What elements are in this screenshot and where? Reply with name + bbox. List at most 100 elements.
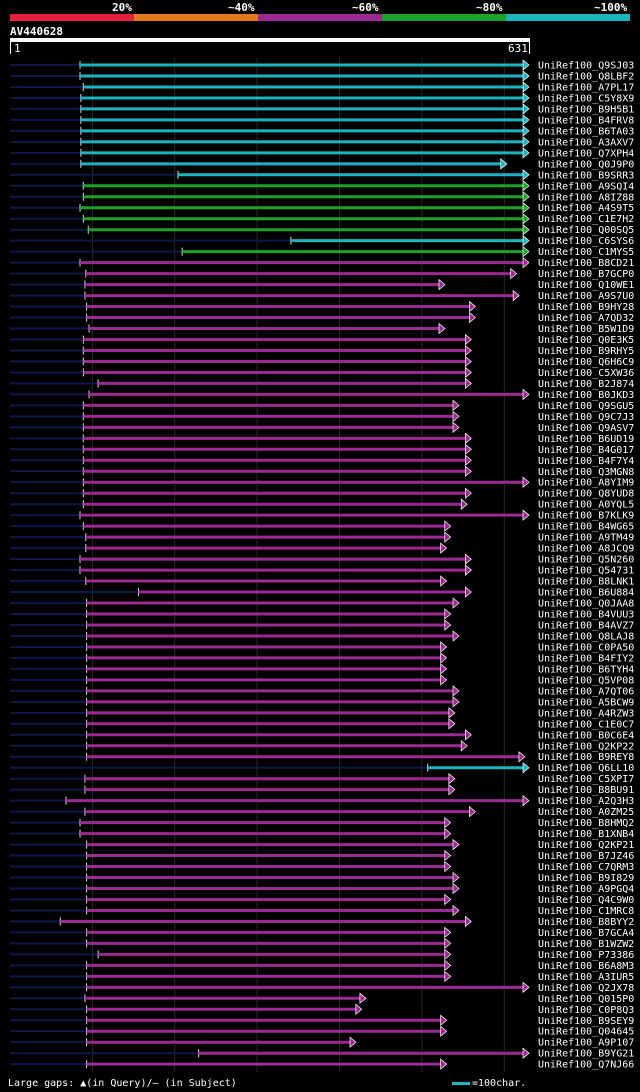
hit-row[interactable]: UniRef100_C7QRM3 [10, 860, 634, 874]
hit-name-label[interactable]: UniRef100_Q00SQ5 [538, 225, 634, 236]
hit-name-label[interactable]: UniRef100_B6TA03 [538, 126, 634, 137]
hit-name-label[interactable]: UniRef100_A7QD32 [538, 313, 634, 324]
hit-row[interactable]: UniRef100_A0YQL5 [10, 498, 634, 511]
hit-row[interactable]: UniRef100_B4G017 [10, 443, 634, 456]
hit-name-label[interactable]: UniRef100_Q7XPH4 [538, 148, 634, 159]
hit-row[interactable]: UniRef100_B4FRV8 [10, 114, 634, 127]
hit-name-label[interactable]: UniRef100_A8IZ88 [538, 192, 634, 203]
hit-name-label[interactable]: UniRef100_Q6LL10 [538, 763, 634, 774]
hit-name-label[interactable]: UniRef100_B1WZW2 [538, 939, 634, 950]
hit-name-label[interactable]: UniRef100_B2J874 [538, 379, 634, 390]
hit-row[interactable]: UniRef100_A8JCQ9 [10, 542, 634, 555]
hit-row[interactable]: UniRef100_B6A8M3 [10, 959, 634, 972]
hit-row[interactable]: UniRef100_B7KLK9 [10, 509, 634, 522]
hit-name-label[interactable]: UniRef100_Q2KP22 [538, 741, 634, 752]
hit-row[interactable]: UniRef100_B8CD21 [10, 256, 634, 270]
hit-name-label[interactable]: UniRef100_Q0J9P0 [538, 159, 634, 170]
hit-row[interactable]: UniRef100_Q0E3K5 [10, 333, 634, 347]
hit-name-label[interactable]: UniRef100_B5W1D9 [538, 324, 634, 335]
hit-row[interactable]: UniRef100_Q04645 [10, 1025, 634, 1038]
hit-name-label[interactable]: UniRef100_B7KLK9 [538, 511, 634, 522]
hit-row[interactable]: UniRef100_B9SEY9 [10, 1014, 634, 1027]
hit-row[interactable]: UniRef100_B9YG21 [10, 1047, 634, 1060]
hit-name-label[interactable]: UniRef100_Q2JX78 [538, 983, 634, 994]
hit-name-label[interactable]: UniRef100_Q8YUD8 [538, 489, 634, 500]
hit-name-label[interactable]: UniRef100_A4S9T5 [538, 203, 634, 214]
hit-row[interactable]: UniRef100_Q6H6C9 [10, 355, 634, 368]
hit-name-label[interactable]: UniRef100_Q9ASV7 [538, 423, 634, 434]
hit-row[interactable]: UniRef100_Q10WE1 [10, 278, 634, 292]
hit-row[interactable]: UniRef100_B4FIY2 [10, 652, 634, 665]
hit-name-label[interactable]: UniRef100_B0JKD3 [538, 390, 634, 401]
hit-name-label[interactable]: UniRef100_C7QRM3 [538, 862, 634, 873]
hit-row[interactable]: UniRef100_B9I829 [10, 871, 634, 885]
hit-name-label[interactable]: UniRef100_Q4C9W0 [538, 895, 634, 906]
hit-name-label[interactable]: UniRef100_A9PGQ4 [538, 884, 634, 895]
hit-name-label[interactable]: UniRef100_Q2KP21 [538, 840, 634, 851]
hit-row[interactable]: UniRef100_B7GCA4 [10, 926, 634, 939]
hit-name-label[interactable]: UniRef100_Q5VP08 [538, 675, 634, 686]
hit-row[interactable]: UniRef100_B1WZW2 [10, 937, 634, 950]
hit-row[interactable]: UniRef100_Q6LL10 [10, 761, 634, 775]
hit-name-label[interactable]: UniRef100_A3AXV7 [538, 137, 634, 148]
hit-row[interactable]: UniRef100_C1MYS5 [10, 245, 634, 259]
hit-row[interactable]: UniRef100_A4RZW3 [10, 707, 634, 720]
hit-row[interactable]: UniRef100_C1E0C7 [10, 718, 634, 731]
hit-row[interactable]: UniRef100_C0P8Q3 [10, 1003, 634, 1016]
hit-name-label[interactable]: UniRef100_C0PA50 [538, 642, 634, 653]
hit-name-label[interactable]: UniRef100_B4WG65 [538, 522, 634, 533]
hit-row[interactable]: UniRef100_B6UD19 [10, 432, 634, 445]
hit-row[interactable]: UniRef100_A7QT06 [10, 685, 634, 698]
hit-name-label[interactable]: UniRef100_B4FIY2 [538, 653, 634, 664]
hit-name-label[interactable]: UniRef100_P73386 [538, 950, 634, 961]
hit-row[interactable]: UniRef100_Q9SJ03 [10, 59, 634, 72]
hit-row[interactable]: UniRef100_B9SRR3 [10, 169, 634, 182]
hit-row[interactable]: UniRef100_A2Q3H3 [10, 794, 634, 808]
hit-row[interactable]: UniRef100_B4VUU3 [10, 608, 634, 621]
hit-name-label[interactable]: UniRef100_Q0E3K5 [538, 335, 634, 346]
hit-row[interactable]: UniRef100_Q3MGN8 [10, 465, 634, 478]
hit-name-label[interactable]: UniRef100_A0ZM25 [538, 807, 634, 818]
hit-name-label[interactable]: UniRef100_Q8LAJ8 [538, 631, 634, 642]
hit-row[interactable]: UniRef100_Q015P0 [10, 992, 634, 1005]
hit-name-label[interactable]: UniRef100_A3IUR5 [538, 972, 634, 983]
hit-name-label[interactable]: UniRef100_C5XPI7 [538, 774, 634, 785]
hit-name-label[interactable]: UniRef100_B6TYH4 [538, 664, 634, 675]
hit-name-label[interactable]: UniRef100_C1MYS5 [538, 247, 634, 258]
hit-row[interactable]: UniRef100_B1XNB4 [10, 827, 634, 841]
hit-name-label[interactable]: UniRef100_A7PL17 [538, 82, 634, 93]
hit-row[interactable]: UniRef100_B8LNK1 [10, 575, 634, 588]
hit-row[interactable]: UniRef100_A7PL17 [10, 81, 634, 94]
hit-row[interactable]: UniRef100_C5Y8X9 [10, 92, 634, 105]
hit-row[interactable]: UniRef100_C1E7H2 [10, 212, 634, 226]
hit-row[interactable]: UniRef100_B9HY28 [10, 300, 634, 314]
hit-name-label[interactable]: UniRef100_Q9SGU5 [538, 401, 634, 412]
hit-name-label[interactable]: UniRef100_B1XNB4 [538, 829, 634, 840]
hit-name-label[interactable]: UniRef100_B4AVZ7 [538, 620, 634, 631]
hit-row[interactable]: UniRef100_B8BYY2 [10, 915, 634, 928]
hit-name-label[interactable]: UniRef100_A7QT06 [538, 686, 634, 697]
hit-row[interactable]: UniRef100_A9SQI4 [10, 180, 634, 193]
hit-name-label[interactable]: UniRef100_B8BU91 [538, 785, 634, 796]
hit-name-label[interactable]: UniRef100_Q9SJ03 [538, 61, 634, 72]
hit-name-label[interactable]: UniRef100_B9SRR3 [538, 170, 634, 181]
hit-name-label[interactable]: UniRef100_B9YG21 [538, 1049, 634, 1060]
hit-name-label[interactable]: UniRef100_B8BYY2 [538, 917, 634, 928]
hit-name-label[interactable]: UniRef100_B8HMQ2 [538, 818, 634, 829]
hit-name-label[interactable]: UniRef100_A5BCW9 [538, 697, 634, 708]
hit-name-label[interactable]: UniRef100_Q04645 [538, 1027, 634, 1038]
hit-name-label[interactable]: UniRef100_A0YQL5 [538, 500, 634, 511]
hit-row[interactable]: UniRef100_A9S7U0 [10, 289, 634, 303]
hit-name-label[interactable]: UniRef100_B8CD21 [538, 258, 634, 269]
hit-row[interactable]: UniRef100_Q5VP08 [10, 674, 634, 687]
hit-row[interactable]: UniRef100_B8HMQ2 [10, 816, 634, 830]
hit-row[interactable]: UniRef100_A3AXV7 [10, 136, 634, 149]
hit-name-label[interactable]: UniRef100_B4F7Y4 [538, 456, 634, 467]
hit-name-label[interactable]: UniRef100_B9RHY5 [538, 346, 634, 357]
hit-name-label[interactable]: UniRef100_B4VUU3 [538, 610, 634, 621]
hit-name-label[interactable]: UniRef100_C1MRC8 [538, 906, 634, 917]
hit-row[interactable]: UniRef100_B6TA03 [10, 125, 634, 138]
hit-name-label[interactable]: UniRef100_A4RZW3 [538, 708, 634, 719]
hit-row[interactable]: UniRef100_B9REY8 [10, 750, 634, 764]
hit-row[interactable]: UniRef100_B2J874 [10, 377, 634, 390]
